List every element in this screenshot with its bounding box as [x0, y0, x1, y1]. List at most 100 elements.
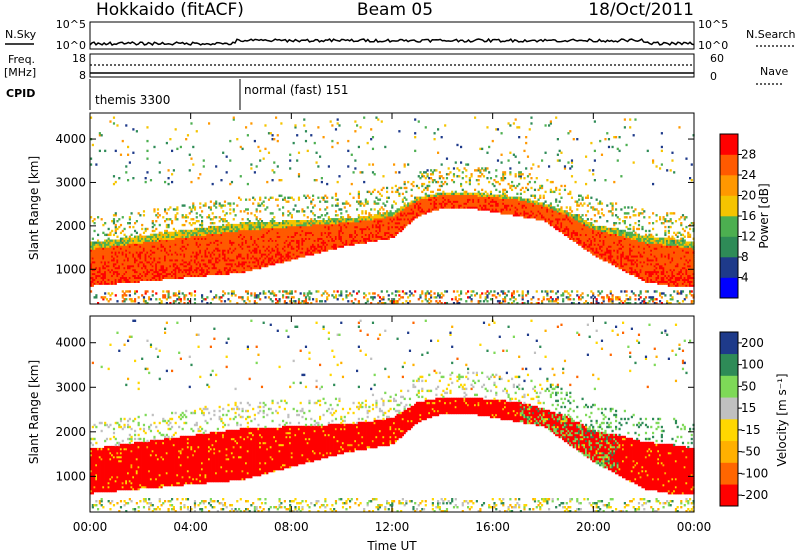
power-cell: [121, 229, 124, 233]
power-cell: [384, 216, 387, 219]
power-cell: [179, 298, 182, 301]
power-cell: [278, 243, 281, 246]
power-cell: [382, 175, 385, 178]
power-cell: [438, 196, 441, 199]
power-cell: [417, 198, 420, 201]
power-cell: [167, 241, 170, 244]
power-cell: [121, 290, 124, 293]
power-cell: [386, 223, 389, 227]
power-cell: [393, 300, 396, 303]
power-cell: [121, 296, 124, 299]
power-cell: [356, 241, 359, 244]
power-cell: [91, 257, 94, 260]
power-cell: [104, 276, 107, 280]
power-cell: [211, 247, 214, 250]
power-cell: [137, 296, 140, 299]
power-cell: [218, 253, 221, 256]
power-cell: [171, 276, 174, 280]
power-cell: [232, 259, 235, 262]
power-cell: [303, 253, 306, 256]
power-cell: [97, 239, 100, 242]
power-cell: [183, 204, 186, 207]
power-cell: [343, 206, 346, 209]
power-cell: [125, 268, 128, 272]
power-cell: [371, 296, 375, 299]
power-cell: [289, 227, 292, 231]
power-cell: [269, 245, 272, 248]
power-cell: [266, 233, 269, 237]
power-cell: [280, 245, 283, 248]
power-cell: [232, 247, 235, 250]
power-cell: [269, 257, 272, 260]
power-cell: [301, 220, 304, 223]
power-cell: [195, 253, 198, 256]
power-cell: [282, 225, 285, 229]
power-cell: [229, 263, 232, 266]
power-cell: [167, 261, 170, 264]
power-cell: [174, 255, 177, 258]
power-cell: [195, 233, 198, 237]
power-cell: [338, 220, 341, 223]
power-cell: [125, 274, 128, 278]
power-cell: [271, 292, 274, 295]
power-cell: [236, 247, 239, 250]
power-cell: [164, 264, 167, 268]
power-cell: [319, 223, 322, 227]
power-cell: [90, 274, 93, 278]
power-cell: [292, 227, 295, 231]
power-cell: [313, 222, 316, 225]
power-cell: [176, 264, 179, 268]
power-cell: [359, 200, 362, 203]
power-cell: [93, 270, 96, 274]
power-cell: [262, 243, 265, 246]
power-cell: [273, 292, 276, 295]
power-cell: [275, 255, 278, 258]
power-cell: [262, 251, 265, 254]
power-cell: [139, 266, 142, 270]
power-cell: [275, 222, 278, 225]
power-cell: [98, 266, 101, 270]
power-cell: [260, 251, 264, 254]
power-cell: [363, 227, 366, 231]
power-cell: [127, 276, 130, 280]
power-cell: [238, 241, 241, 244]
power-cell: [338, 239, 341, 242]
power-cell: [417, 200, 420, 203]
power-cell: [109, 259, 112, 262]
power-cell: [333, 233, 336, 237]
power-cell: [100, 253, 103, 256]
power-cell: [171, 222, 174, 225]
power-cell: [199, 249, 202, 252]
power-cell: [155, 263, 158, 266]
power-cell: [241, 223, 244, 227]
power-cell: [303, 220, 306, 223]
power-cell: [183, 261, 186, 264]
power-cell: [271, 179, 274, 182]
power-cell: [315, 249, 318, 252]
power-cell: [125, 264, 128, 268]
power-cell: [363, 223, 366, 227]
power-cell: [91, 251, 94, 254]
power-cell: [167, 272, 170, 276]
power-cell: [137, 235, 140, 238]
power-cell: [139, 259, 142, 262]
power-cell: [398, 298, 401, 301]
power-cell: [370, 218, 373, 221]
power-cell: [273, 237, 276, 240]
power-cell: [234, 227, 237, 231]
power-cell: [312, 231, 315, 235]
power-cell: [290, 245, 293, 248]
power-cell: [188, 272, 191, 276]
power-cell: [243, 233, 246, 237]
power-cell: [236, 249, 239, 252]
power-cell: [315, 290, 318, 293]
power-cell: [171, 239, 174, 242]
power-cell: [252, 257, 255, 260]
power-cell: [289, 229, 292, 233]
power-cell: [148, 245, 151, 248]
power-cell: [121, 278, 124, 281]
power-cell: [294, 220, 297, 223]
power-cell: [401, 214, 404, 217]
power-cell: [255, 235, 258, 238]
power-cell: [174, 251, 177, 254]
